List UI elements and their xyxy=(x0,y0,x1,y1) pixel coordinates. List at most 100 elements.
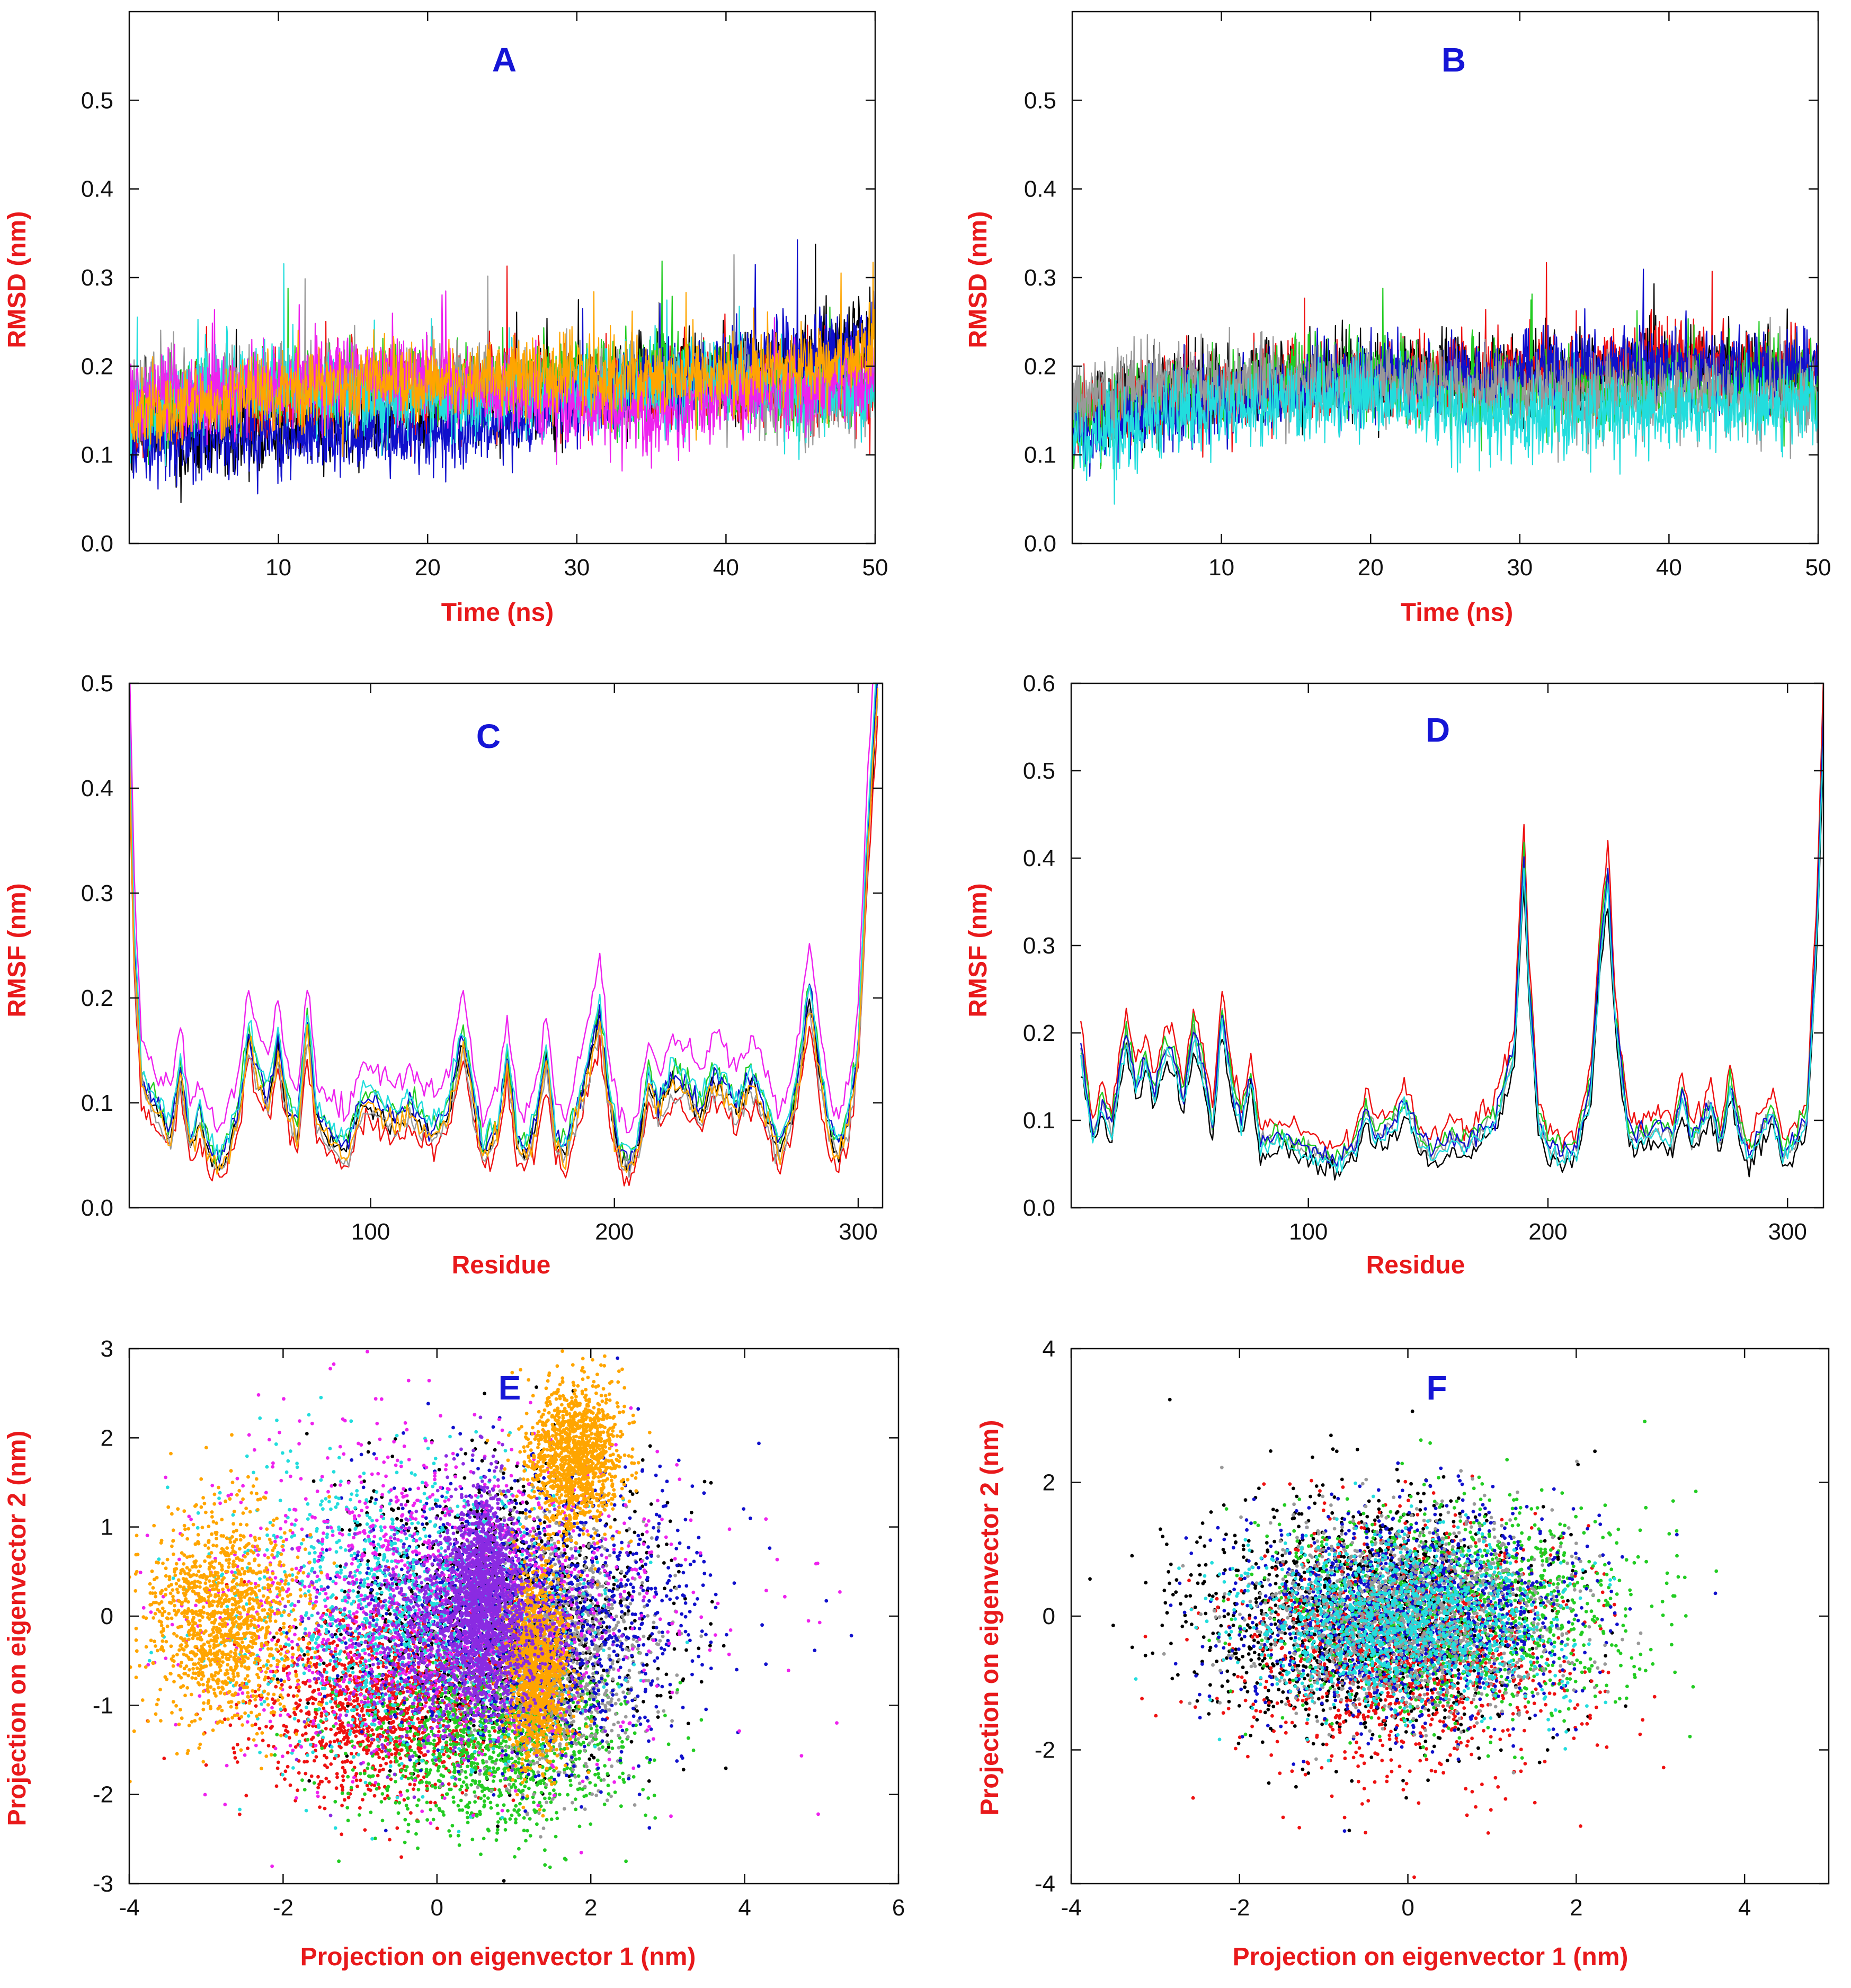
point xyxy=(408,1729,412,1733)
point xyxy=(296,1788,299,1793)
point xyxy=(513,1855,517,1859)
point xyxy=(583,1807,587,1811)
point xyxy=(297,1689,301,1693)
point xyxy=(376,1665,380,1670)
point xyxy=(351,1768,355,1772)
plot-area-a: 10 20 30 40 500.00.10.20.30.40.5 xyxy=(81,11,888,581)
point xyxy=(485,1760,488,1764)
point xyxy=(299,1709,303,1713)
point xyxy=(432,1749,436,1753)
point xyxy=(437,1730,441,1734)
point xyxy=(412,1737,416,1741)
point xyxy=(488,1733,492,1737)
point xyxy=(574,1807,578,1812)
point xyxy=(658,1693,663,1698)
point xyxy=(379,1763,382,1768)
point xyxy=(511,1798,515,1803)
point xyxy=(697,1646,701,1651)
point xyxy=(333,1799,337,1804)
point xyxy=(354,1734,358,1739)
x-axis-label-b: Time (ns) xyxy=(1401,599,1513,627)
point xyxy=(446,1720,450,1724)
point xyxy=(341,1785,344,1789)
point xyxy=(453,1782,457,1786)
y-tick-label: 0.1 xyxy=(81,442,113,468)
point xyxy=(459,1798,463,1803)
point xyxy=(447,1782,451,1786)
point xyxy=(548,1865,552,1869)
point xyxy=(724,1766,728,1770)
point xyxy=(370,1496,373,1500)
point xyxy=(690,1511,693,1514)
point xyxy=(672,1601,676,1606)
x-tick-label: 30 xyxy=(564,555,590,581)
point xyxy=(452,1770,457,1775)
point xyxy=(656,1666,660,1671)
point xyxy=(311,1701,315,1706)
point xyxy=(394,1727,398,1732)
point xyxy=(582,1644,586,1648)
y-tick-label: 0.3 xyxy=(81,265,113,291)
point xyxy=(355,1729,359,1733)
point xyxy=(589,1822,593,1826)
y-tick-label: 0.4 xyxy=(1024,176,1056,202)
point xyxy=(474,1794,477,1798)
point xyxy=(588,1757,592,1761)
point xyxy=(337,1859,341,1864)
point xyxy=(475,1813,479,1816)
y-tick-label: 0.5 xyxy=(81,87,113,113)
point xyxy=(510,1813,514,1817)
point xyxy=(469,1783,473,1787)
point xyxy=(355,1784,359,1788)
point xyxy=(387,1796,391,1800)
point xyxy=(455,1731,459,1735)
point xyxy=(383,1796,387,1800)
point xyxy=(342,1663,346,1668)
point xyxy=(462,1731,466,1735)
point xyxy=(312,1689,316,1692)
point xyxy=(416,1717,420,1721)
series-c-orange xyxy=(129,688,878,1175)
point xyxy=(541,1826,546,1830)
point xyxy=(395,1760,399,1764)
point xyxy=(555,1816,559,1821)
point xyxy=(466,1764,469,1769)
point xyxy=(305,1432,309,1436)
point xyxy=(304,1725,307,1729)
point xyxy=(286,1751,290,1755)
point xyxy=(340,1791,344,1795)
point xyxy=(434,1804,438,1808)
point xyxy=(512,1782,516,1787)
point xyxy=(246,1746,250,1750)
point xyxy=(333,1483,337,1487)
point xyxy=(354,1724,359,1727)
point xyxy=(430,1730,433,1734)
point xyxy=(339,1745,343,1750)
point xyxy=(447,1829,451,1833)
x-tick-label: 20 xyxy=(1358,555,1384,581)
point xyxy=(627,1527,631,1531)
point xyxy=(608,1708,611,1712)
point xyxy=(460,1785,464,1788)
point xyxy=(485,1777,489,1781)
point xyxy=(642,1700,645,1704)
point xyxy=(383,1715,387,1719)
point xyxy=(394,1780,397,1784)
point xyxy=(495,1803,499,1807)
point xyxy=(417,1720,422,1725)
point xyxy=(681,1768,686,1772)
point xyxy=(478,1772,482,1776)
y-tick-label: 0.3 xyxy=(1023,933,1055,959)
point xyxy=(543,1533,547,1537)
y-tick-label: 0.1 xyxy=(81,1090,113,1116)
y-axis-label-a: RMSD (nm) xyxy=(3,211,31,349)
point xyxy=(554,1834,558,1839)
point xyxy=(631,1775,636,1779)
point xyxy=(389,1706,394,1710)
point xyxy=(238,1812,242,1816)
point xyxy=(446,1749,450,1753)
point xyxy=(553,1562,557,1566)
point xyxy=(362,1479,366,1483)
point xyxy=(585,1692,590,1696)
point xyxy=(633,1619,637,1623)
